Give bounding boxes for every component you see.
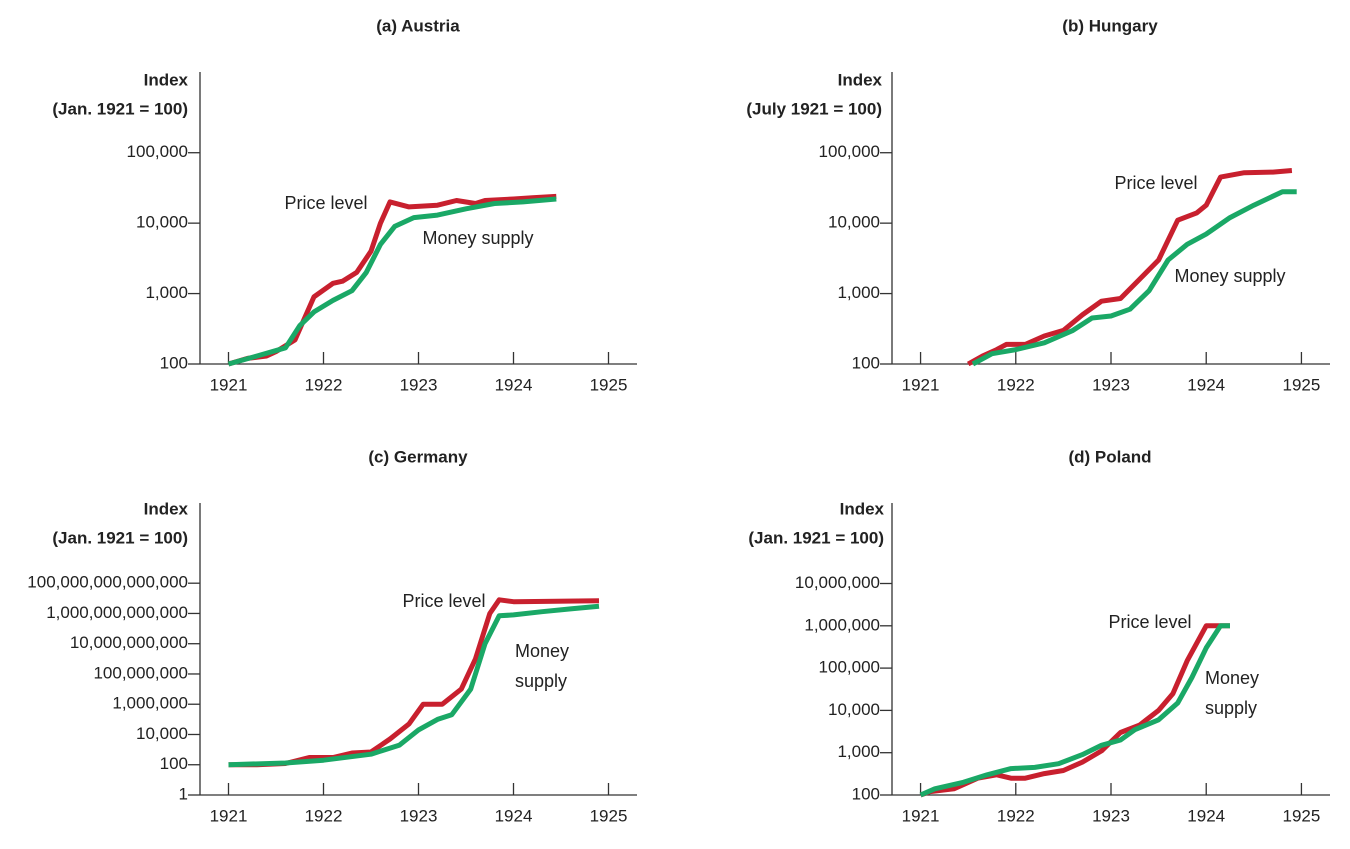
series-line (971, 189, 1297, 367)
y-tick-label: 1,000,000 (804, 615, 880, 634)
y-axis-label: Index (144, 70, 189, 89)
panel: (c) Germany Index (Jan. 1921 = 100) 1 100 10,… (27, 447, 637, 825)
y-tick-label: 100 (852, 353, 880, 372)
x-tick-label: 1922 (305, 806, 343, 825)
x-tick-label: 1924 (495, 806, 533, 825)
x-tick-label: 1924 (1187, 375, 1225, 394)
y-axis-label: (Jan. 1921 = 100) (52, 99, 188, 118)
x-tick-label: 1925 (590, 375, 628, 394)
y-axis-label: Index (840, 499, 885, 518)
y-tick-label: 10,000,000,000 (70, 633, 188, 652)
series-label: Price level (402, 591, 486, 611)
panel-title: (c) Germany (368, 447, 468, 466)
y-tick-label: 100 (160, 353, 188, 372)
y-axis-label: (Jan. 1921 = 100) (748, 528, 884, 547)
y-tick-label: 10,000 (136, 724, 188, 743)
y-tick-label: 1,000 (145, 283, 188, 302)
x-tick-label: 1921 (210, 806, 248, 825)
x-tick-label: 1925 (590, 806, 628, 825)
y-tick-label: 1,000,000 (112, 694, 188, 713)
y-axis-label: (Jan. 1921 = 100) (52, 528, 188, 547)
y-tick-label: 1 (179, 784, 188, 803)
y-tick-label: 100,000,000 (93, 663, 188, 682)
x-tick-label: 1924 (495, 375, 533, 394)
x-tick-label: 1922 (305, 375, 343, 394)
series-label: Price level (284, 193, 368, 213)
x-tick-label: 1921 (902, 375, 940, 394)
series-label: Money supply (1205, 668, 1260, 718)
y-axis-label: Index (144, 499, 189, 518)
x-tick-label: 1921 (902, 806, 940, 825)
series-line (228, 603, 600, 768)
panel-title: (d) Poland (1068, 447, 1151, 466)
series-line (227, 193, 557, 367)
y-tick-label: 100,000 (127, 142, 188, 161)
y-tick-label: 10,000 (828, 213, 880, 232)
series-label: Money supply (515, 641, 570, 691)
y-tick-label: 1,000 (837, 283, 880, 302)
panel: (b) Hungary Index (July 1921 = 100) 100 1,00… (746, 16, 1330, 394)
y-axis-label: (July 1921 = 100) (746, 99, 882, 118)
y-axis-label: Index (838, 70, 883, 89)
series-label: Price level (1114, 173, 1198, 193)
y-tick-label: 1,000,000,000,000 (46, 603, 188, 622)
y-tick-label: 100 (852, 784, 880, 803)
series-line (919, 623, 1230, 798)
panel: (a) Austria Index (Jan. 1921 = 100) 100 1,00… (52, 16, 637, 394)
x-tick-label: 1922 (997, 375, 1035, 394)
series-label: Money supply (422, 228, 534, 248)
y-tick-label: 10,000,000 (795, 573, 880, 592)
panel-title: (b) Hungary (1062, 16, 1158, 35)
x-tick-label: 1924 (1187, 806, 1225, 825)
x-tick-label: 1923 (400, 806, 438, 825)
x-tick-label: 1921 (210, 375, 248, 394)
x-tick-label: 1923 (1092, 375, 1130, 394)
x-tick-label: 1923 (400, 375, 438, 394)
x-tick-label: 1922 (997, 806, 1035, 825)
y-tick-label: 100,000 (819, 658, 880, 677)
series-label: Money supply (1174, 266, 1286, 286)
y-tick-label: 100,000,000,000,000 (27, 573, 188, 592)
y-tick-label: 10,000 (136, 213, 188, 232)
y-tick-label: 10,000 (828, 700, 880, 719)
y-tick-label: 100 (160, 754, 188, 773)
x-tick-label: 1925 (1283, 806, 1321, 825)
series-line (919, 623, 1230, 798)
series-label: Price level (1108, 612, 1192, 632)
x-tick-label: 1923 (1092, 806, 1130, 825)
y-tick-label: 1,000 (837, 742, 880, 761)
series-line (966, 168, 1293, 367)
panel-title: (a) Austria (376, 16, 460, 35)
panel: (d) Poland Index (Jan. 1921 = 100) 100 1,000… (748, 447, 1330, 825)
x-tick-label: 1925 (1283, 375, 1321, 394)
y-tick-label: 100,000 (819, 142, 880, 161)
series-line (227, 196, 557, 367)
